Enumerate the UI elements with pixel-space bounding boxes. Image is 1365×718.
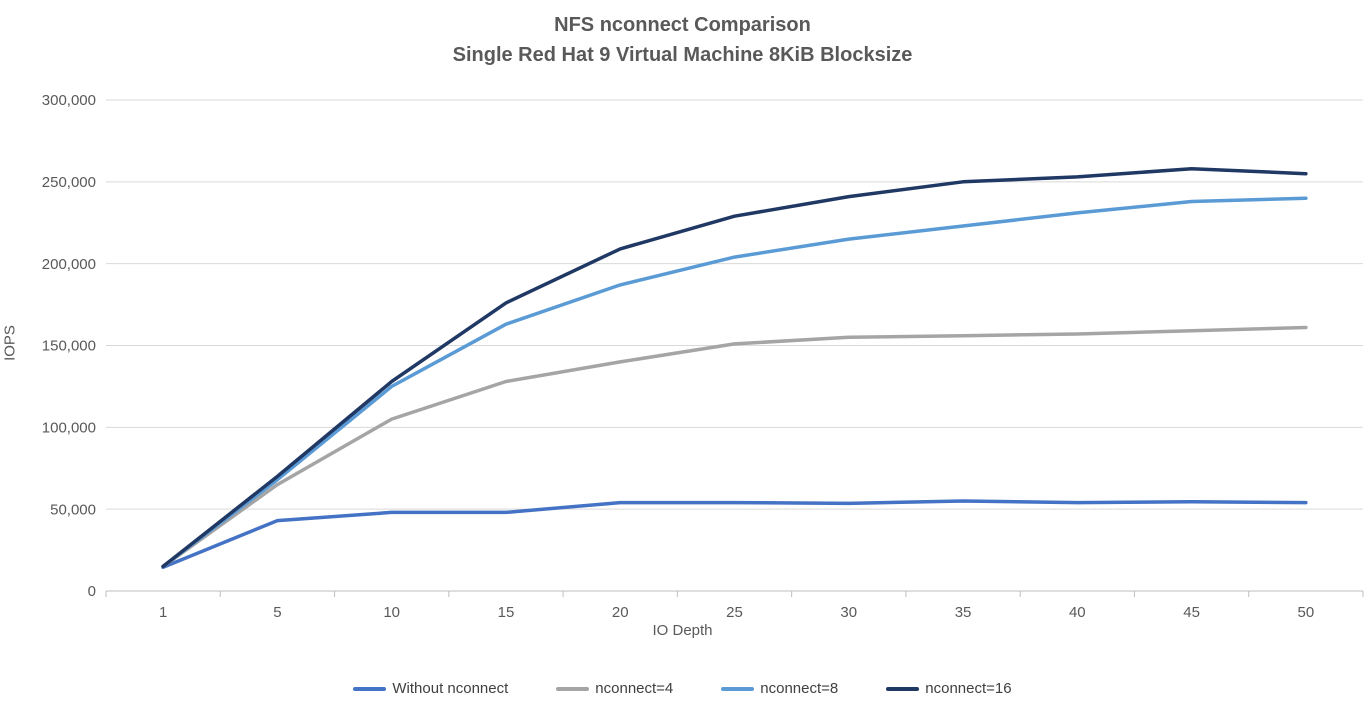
legend-label: nconnect=16 [925,680,1012,697]
series-line-nconnect-16 [161,166,1308,569]
legend-line-swatch [353,686,387,691]
y-tick-label: 0 [88,583,96,600]
x-axis-title: IO Depth [652,622,713,639]
series-line-without-nconnect [161,499,1308,570]
legend-label: Without nconnect [392,680,509,697]
x-tick-label: 5 [273,604,281,621]
y-tick-label: 200,000 [42,256,96,273]
chart-title-line2: Single Red Hat 9 Virtual Machine 8KiB Bl… [452,44,913,66]
x-tick-label: 50 [1298,604,1315,621]
legend-line-swatch [721,686,755,691]
x-tick-label: 30 [840,604,857,621]
x-tick-label: 45 [1183,604,1200,621]
x-tick-label: 1 [159,604,167,621]
x-tick-label: 25 [726,604,743,621]
legend-label: nconnect=8 [760,680,839,697]
legend-item-without-nconnect: Without nconnect [353,680,508,697]
legend-line-swatch [886,686,920,691]
legend-item-nconnect-4: nconnect=4 [556,680,673,697]
y-tick-label: 50,000 [50,501,96,518]
series-line-nconnect-4 [161,325,1308,569]
chart-title: NFS nconnect Comparison Single Red Hat 9… [0,10,1365,70]
y-tick-label: 300,000 [42,92,96,109]
legend-item-nconnect-16: nconnect=16 [886,680,1012,697]
x-tick-label: 15 [498,604,515,621]
legend: Without nconnect nconnect=4 nconnect=8 ncon… [0,680,1365,697]
x-tick-label: 40 [1069,604,1086,621]
y-tick-label: 100,000 [42,419,96,436]
legend-line-swatch [556,686,590,691]
chart-title-line1: NFS nconnect Comparison [554,14,811,36]
series-line-nconnect-8 [161,196,1308,569]
plot-area: 0 50,000 100,000 150,000 200,000 250,000 300,0… [42,92,1364,621]
y-tick-label: 250,000 [42,174,96,191]
x-tick-label: 20 [612,604,629,621]
legend-item-nconnect-8: nconnect=8 [721,680,838,697]
y-tick-label: 150,000 [42,338,96,355]
legend-label: nconnect=4 [595,680,674,697]
x-tick-label: 35 [955,604,972,621]
x-tick-label: 10 [383,604,400,621]
